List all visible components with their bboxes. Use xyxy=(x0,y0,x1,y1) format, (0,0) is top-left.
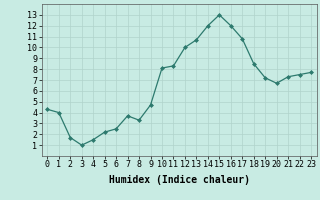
X-axis label: Humidex (Indice chaleur): Humidex (Indice chaleur) xyxy=(109,175,250,185)
